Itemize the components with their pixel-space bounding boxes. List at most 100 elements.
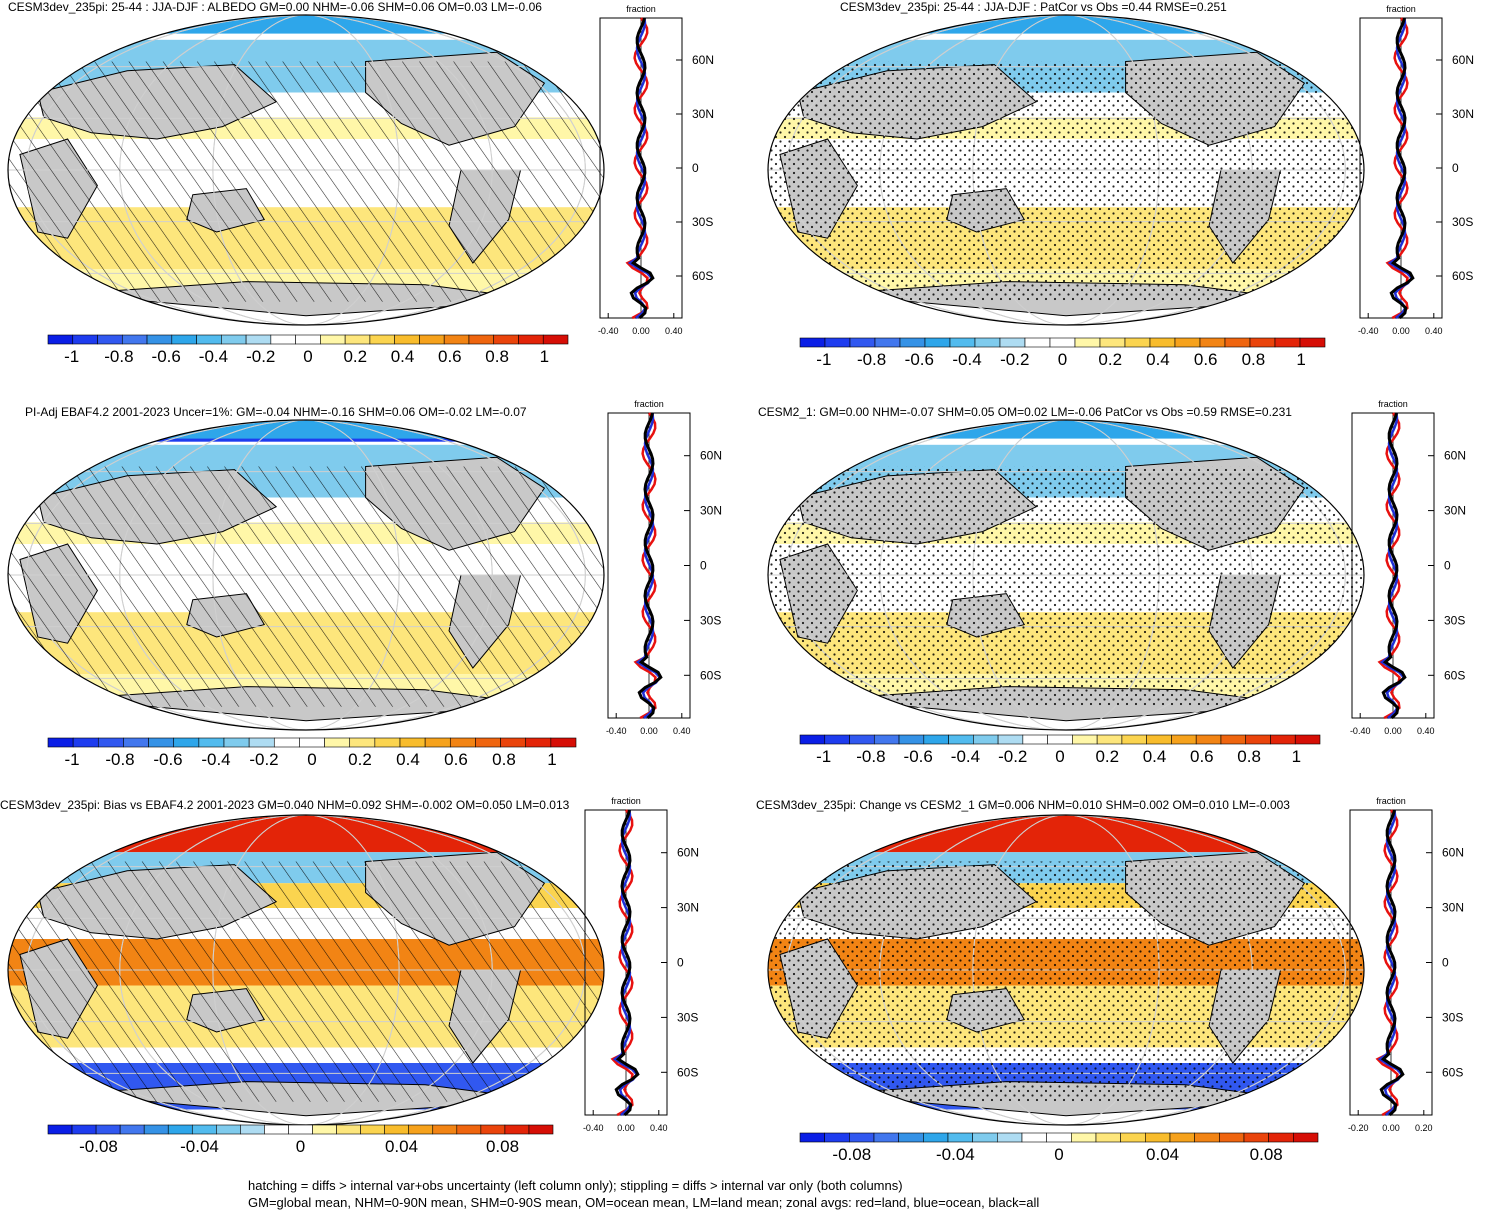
colorbar-swatch: [349, 737, 376, 748]
colorbar-swatch: [923, 1132, 949, 1143]
colorbar-tick-label: 1: [1292, 747, 1301, 766]
colorbar-swatch: [518, 334, 544, 345]
profile-line-land: [633, 412, 657, 720]
profile-lat-tick: 60N: [1452, 53, 1474, 67]
colorbar-swatch: [369, 334, 395, 345]
colorbar-swatch: [270, 334, 296, 345]
colorbar-swatch: [72, 737, 99, 748]
colorbar-swatch: [898, 734, 925, 745]
colorbar-tick-label: 0.2: [343, 347, 367, 366]
colorbar-swatch: [1095, 1132, 1121, 1143]
panel-1: CESM3dev_235pi: 25-44 : JJA-DJF : ALBEDO…: [7, 0, 714, 366]
panel-title: CESM3dev_235pi: 25-44 : JJA-DJF : PatCor…: [840, 0, 1227, 14]
profile-xlabel: fraction: [634, 399, 664, 409]
colorbar-swatch: [419, 334, 445, 345]
colorbar-swatch: [947, 1132, 973, 1143]
colorbar-tick-label: 0.4: [391, 347, 415, 366]
colorbar-swatch: [121, 334, 148, 345]
colorbar-tick-label: -0.6: [905, 350, 934, 369]
profile-line-land: [610, 809, 634, 1117]
colorbar-swatch: [312, 1124, 337, 1135]
profile-lat-tick: 60N: [692, 53, 714, 67]
colorbar-swatch: [148, 737, 175, 748]
colorbar-tick-label: 0.6: [444, 750, 468, 769]
colorbar-swatch: [95, 1124, 121, 1135]
colorbar-tick-label: 0.4: [396, 750, 420, 769]
colorbar-tick-label: -0.04: [180, 1137, 219, 1156]
profile-lat-tick: 60S: [1444, 668, 1465, 682]
profile-x-tick: 0.20: [1415, 1123, 1433, 1133]
colorbar: -1 -0.8 -0.6 -0.4 -0.2 0 0.2 0.4 0.6 0.8 1: [799, 337, 1326, 369]
colorbar-swatch: [1022, 734, 1048, 745]
colorbar-tick-label: 0.4: [1143, 747, 1167, 766]
colorbar-tick-label: -0.2: [249, 750, 278, 769]
colorbar-swatch: [173, 737, 200, 748]
colorbar-swatch: [1072, 734, 1098, 745]
colorbar-swatch: [1219, 1132, 1245, 1143]
colorbar-swatch: [324, 737, 351, 748]
profile-lat-tick: 60N: [1442, 846, 1464, 860]
profile-line-all: [1389, 17, 1415, 320]
profile-lat-tick: 30S: [1444, 613, 1465, 627]
colorbar-swatch: [799, 1132, 825, 1143]
colorbar-swatch: [72, 334, 98, 345]
colorbar-tick-label: 0: [1058, 350, 1067, 369]
colorbar-swatch: [443, 334, 470, 345]
profile-lat-tick: 60S: [677, 1065, 698, 1079]
zonal-profile: fraction 60N 30N 0 30S 60S -0.40 0.00 0.40: [1350, 399, 1466, 736]
profile-x-tick: 0.00: [640, 726, 658, 736]
colorbar-swatch: [216, 1124, 241, 1135]
profile-x-tick: 0.00: [1382, 1123, 1400, 1133]
zonal-profile: fraction 60N 30N 0 30S 60S -0.40 0.00 0.40: [1358, 4, 1474, 336]
profile-xlabel: fraction: [1386, 4, 1416, 14]
colorbar-swatch: [1149, 337, 1176, 348]
colorbar-swatch: [360, 1124, 385, 1135]
profile-lat-tick: 0: [1442, 956, 1449, 970]
profile-lat-tick: 60S: [700, 668, 721, 682]
colorbar-swatch: [273, 737, 300, 748]
colorbar-swatch: [240, 1124, 265, 1135]
colorbar-swatch: [1021, 1132, 1047, 1143]
profile-lat-tick: 30S: [700, 613, 721, 627]
colorbar-swatch: [47, 1124, 73, 1135]
colorbar-swatch: [47, 334, 74, 345]
colorbar-swatch: [948, 734, 974, 745]
colorbar: -0.08 -0.04 0 0.04 0.08: [799, 1132, 1319, 1164]
profile-x-tick: 0.00: [617, 1123, 635, 1133]
colorbar-swatch: [1146, 734, 1172, 745]
colorbar-tick-label: -0.4: [201, 750, 230, 769]
profile-x-tick: 0.40: [1417, 726, 1435, 736]
profile-x-tick: -0.40: [1358, 326, 1379, 336]
colorbar-swatch: [528, 1124, 554, 1135]
colorbar-tick-label: 0.8: [1237, 747, 1261, 766]
colorbar-swatch: [171, 334, 197, 345]
colorbar-swatch: [1293, 1132, 1319, 1143]
colorbar-swatch: [167, 1124, 193, 1135]
zonal-profile: fraction 60N 30N 0 30S 60S -0.40 0.00 0.40: [583, 796, 699, 1133]
zonal-profile: fraction 60N 30N 0 30S 60S -0.40 0.00 0.40: [606, 399, 722, 736]
colorbar-tick-label: 0.8: [1242, 350, 1266, 369]
colorbar-swatch: [1249, 337, 1276, 348]
profile-x-tick: -0.40: [598, 326, 619, 336]
colorbar-swatch: [849, 337, 876, 348]
colorbar-swatch: [997, 734, 1024, 745]
colorbar-swatch: [1268, 1132, 1294, 1143]
colorbar-swatch: [1120, 1132, 1146, 1143]
panel-title: CESM3dev_235pi: Bias vs EBAF4.2 2001-202…: [0, 798, 570, 812]
profile-lat-tick: 30N: [692, 107, 714, 121]
colorbar-swatch: [71, 1124, 97, 1135]
panel-title: CESM3dev_235pi: Change vs CESM2_1 GM=0.0…: [756, 798, 1290, 812]
colorbar-swatch: [999, 337, 1026, 348]
panel-3: PI-Adj EBAF4.2 2001-2023 Uncer=1%: GM=-0…: [7, 399, 722, 769]
map-field: [768, 15, 1364, 325]
profile-line-land: [625, 17, 649, 320]
colorbar-swatch: [824, 337, 851, 348]
colorbar-swatch: [923, 734, 949, 745]
colorbar-swatch: [873, 734, 900, 745]
colorbar-swatch: [299, 737, 325, 748]
colorbar-swatch: [480, 1124, 506, 1135]
colorbar-swatch: [974, 337, 1001, 348]
profile-line-all: [614, 809, 640, 1117]
colorbar-tick-label: 0: [296, 1137, 305, 1156]
